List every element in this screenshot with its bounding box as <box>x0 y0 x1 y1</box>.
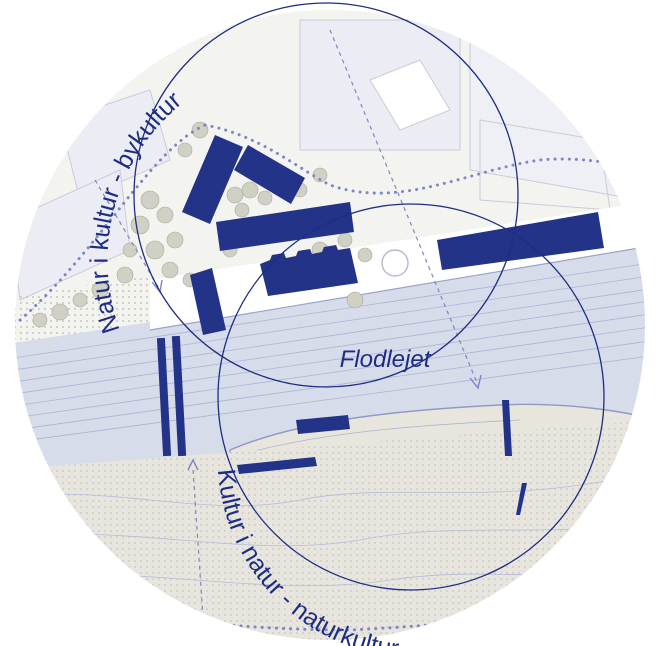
building-f <box>437 212 604 270</box>
bridge <box>156 335 187 457</box>
circle-natur-i-kultur <box>133 2 519 388</box>
building-e <box>260 245 358 296</box>
building-c <box>216 202 354 251</box>
center-label: Flodlejet <box>340 346 432 373</box>
pavilion-a <box>296 415 350 434</box>
plaza-circle <box>381 249 409 277</box>
building-d <box>190 268 226 335</box>
buildings <box>182 135 604 515</box>
pier-b <box>516 483 527 515</box>
building-b <box>234 145 305 204</box>
south-bank-texture <box>15 420 645 640</box>
pavilion-b <box>237 457 317 474</box>
river-contours <box>15 261 645 445</box>
building-a <box>182 135 243 224</box>
pier-a <box>502 400 512 456</box>
circle-kultur-i-natur <box>217 203 605 591</box>
